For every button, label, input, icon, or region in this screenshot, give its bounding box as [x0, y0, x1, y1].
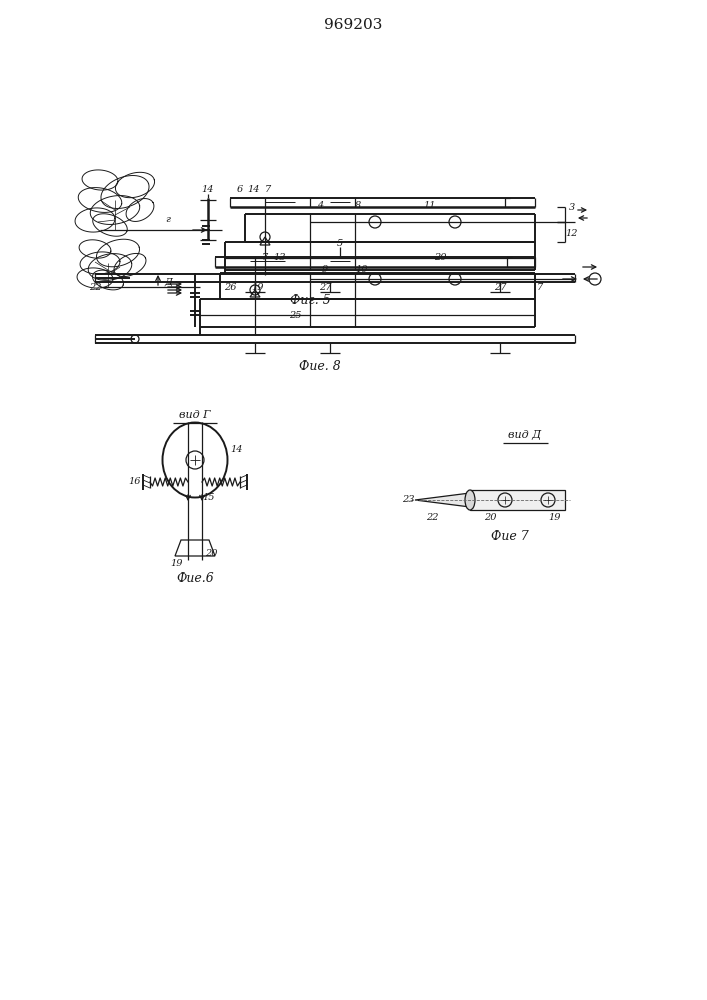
- Text: 20: 20: [205, 550, 217, 558]
- Text: 25: 25: [288, 310, 301, 320]
- Text: 7: 7: [537, 284, 543, 292]
- Text: 11: 11: [423, 200, 436, 210]
- Bar: [470, 490, 565, 510]
- Text: Фие 7: Фие 7: [491, 530, 529, 544]
- Polygon shape: [415, 493, 470, 507]
- Text: 9: 9: [322, 265, 328, 274]
- Text: 4: 4: [317, 200, 323, 210]
- Text: 10: 10: [356, 265, 368, 274]
- Text: 19: 19: [252, 284, 264, 292]
- Text: Фие. 8: Фие. 8: [299, 360, 341, 373]
- Text: 15: 15: [203, 493, 215, 502]
- Text: 23: 23: [402, 495, 414, 504]
- Text: 14: 14: [247, 186, 260, 194]
- Text: 27: 27: [493, 284, 506, 292]
- Text: г: г: [165, 216, 170, 225]
- Text: вид Г: вид Г: [180, 410, 211, 420]
- Text: 27: 27: [319, 284, 332, 292]
- Text: 14: 14: [230, 446, 243, 454]
- Text: 20: 20: [484, 514, 496, 522]
- Text: 8: 8: [355, 200, 361, 210]
- Text: 5: 5: [337, 238, 343, 247]
- Text: 14: 14: [201, 186, 214, 194]
- Text: 3: 3: [569, 202, 575, 212]
- Text: 6: 6: [237, 186, 243, 194]
- Text: 19: 19: [549, 514, 561, 522]
- Text: Фиг. 5: Фиг. 5: [290, 294, 330, 306]
- Text: 26: 26: [223, 284, 236, 292]
- Text: 16: 16: [129, 478, 141, 487]
- Text: 22: 22: [426, 514, 438, 522]
- Text: 12: 12: [566, 229, 578, 237]
- Text: 13: 13: [274, 253, 286, 262]
- Text: 7: 7: [262, 252, 268, 261]
- Text: 19: 19: [171, 560, 183, 568]
- Ellipse shape: [465, 490, 475, 510]
- Text: 20: 20: [434, 253, 446, 262]
- Text: Д: Д: [164, 277, 172, 286]
- Text: 22: 22: [89, 284, 101, 292]
- Text: Фие.6: Фие.6: [176, 572, 214, 584]
- Text: вид Д: вид Д: [508, 430, 542, 440]
- Text: 969203: 969203: [324, 18, 382, 32]
- Text: 7: 7: [265, 186, 271, 194]
